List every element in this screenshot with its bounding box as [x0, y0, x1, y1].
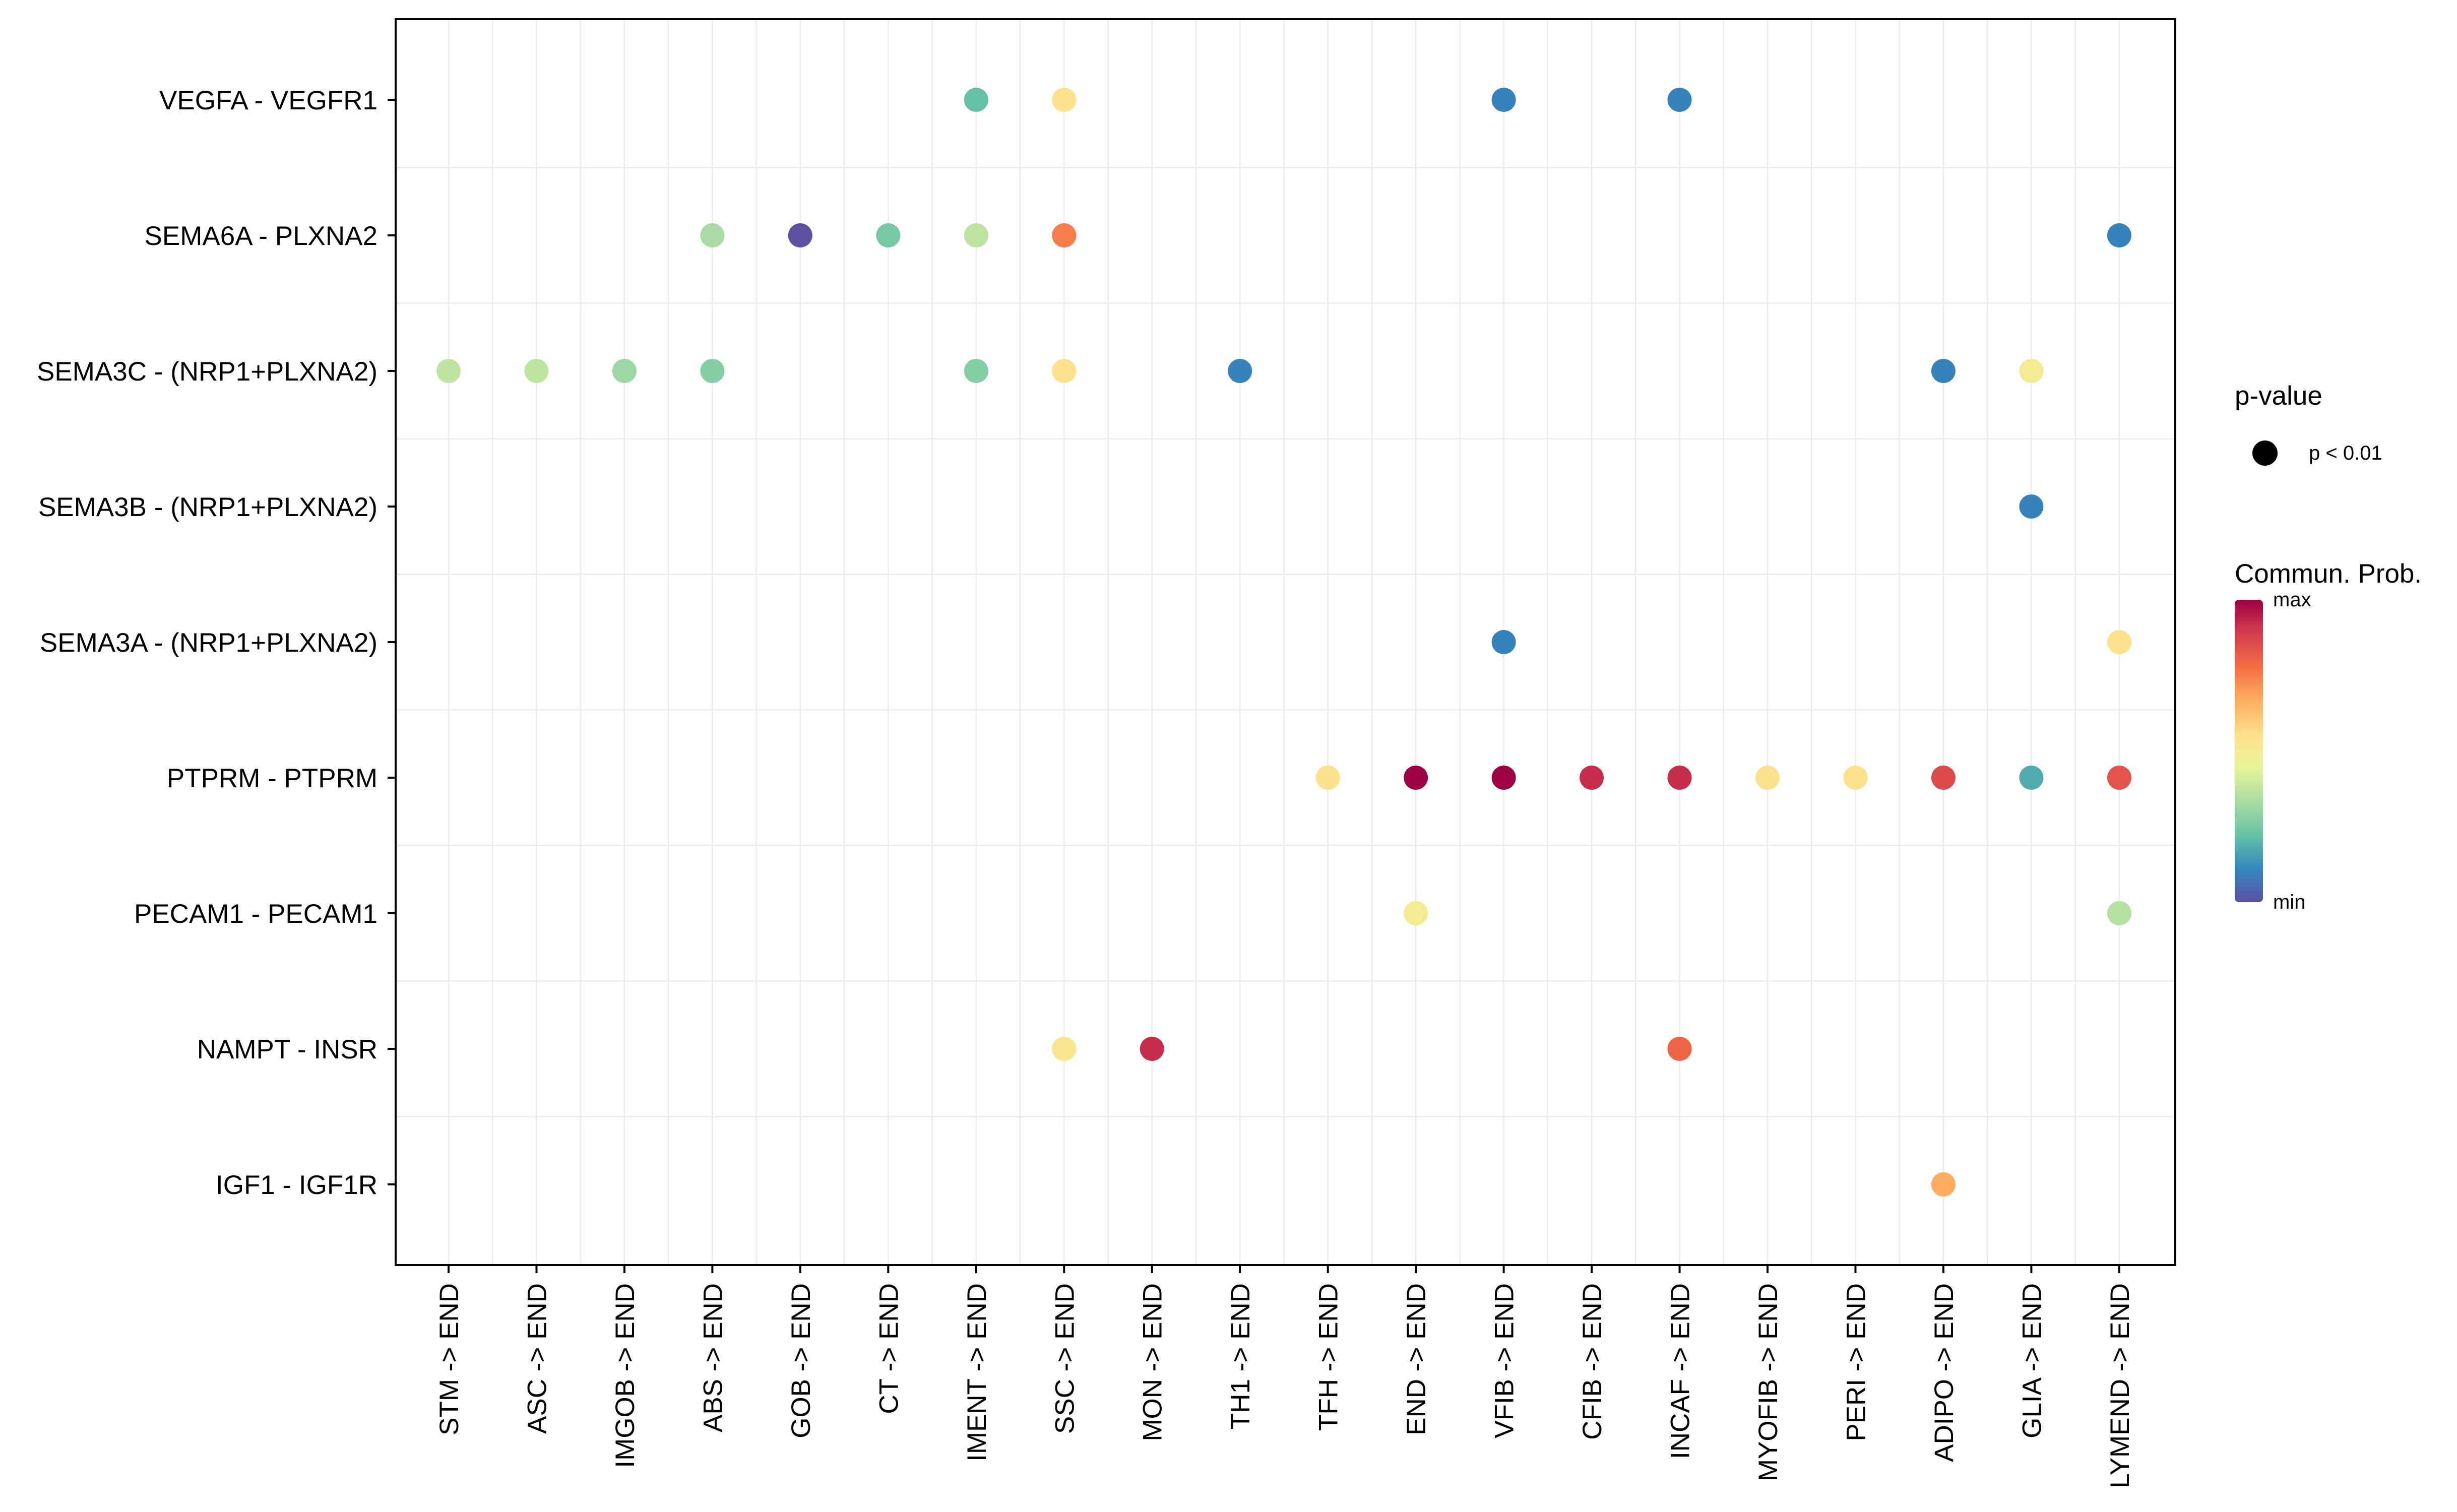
x-tick-label: CFIB -> END [1578, 1283, 1607, 1440]
pvalue-legend-title: p-value [2235, 381, 2322, 411]
x-tick-label: TH1 -> END [1226, 1283, 1255, 1429]
y-axis: VEGFA - VEGFR1 SEMA6A - PLXNA2 SEMA3C - (N… [37, 86, 396, 1200]
data-point [1228, 359, 1252, 383]
x-tick-label: ADIPO -> END [1929, 1283, 1959, 1462]
x-tick-label: INCAF -> END [1666, 1283, 1695, 1459]
data-point [1667, 88, 1692, 112]
data-point [1667, 1037, 1692, 1061]
x-tick-label: IMENT -> END [962, 1283, 992, 1462]
y-tick-label: SEMA3C - (NRP1+PLXNA2) [37, 357, 377, 387]
x-tick-label: END -> END [1402, 1283, 1431, 1435]
x-tick-label: MON -> END [1138, 1283, 1168, 1441]
data-point [964, 223, 988, 247]
x-axis: STM -> END ASC -> END IMGOB -> END ABS -> E… [434, 1265, 2135, 1488]
data-point [1667, 766, 1692, 790]
colorbar-title: Commun. Prob. [2235, 559, 2422, 589]
y-tick-label: SEMA6A - PLXNA2 [145, 221, 377, 251]
x-tick-label: GOB -> END [786, 1283, 816, 1438]
pvalue-legend-entry: p < 0.01 [2309, 442, 2382, 464]
data-point [2107, 766, 2131, 790]
data-point [2019, 359, 2044, 383]
data-point [700, 223, 725, 247]
y-tick-label: SEMA3A - (NRP1+PLXNA2) [40, 628, 377, 658]
data-point [876, 223, 901, 247]
y-tick-label: NAMPT - INSR [197, 1035, 377, 1064]
data-point [1931, 1172, 1956, 1196]
x-tick-label: ASC -> END [522, 1283, 552, 1434]
x-tick-label: CT -> END [874, 1283, 904, 1414]
y-tick-label: PTPRM - PTPRM [167, 764, 377, 793]
y-tick-label: VEGFA - VEGFR1 [159, 86, 377, 115]
data-point [1931, 766, 1956, 790]
x-tick-label: PERI -> END [1841, 1283, 1871, 1441]
data-point [1843, 766, 1868, 790]
y-tick-label: PECAM1 - PECAM1 [134, 899, 377, 929]
data-point [2019, 494, 2044, 519]
data-point [1052, 1037, 1077, 1061]
x-tick-label: LYMEND -> END [2105, 1283, 2135, 1488]
data-point [1931, 359, 1956, 383]
data-point [964, 88, 988, 112]
data-point [1491, 88, 1516, 112]
data-point [788, 223, 812, 247]
x-tick-label: GLIA -> END [2017, 1283, 2047, 1438]
x-tick-label: VFIB -> END [1490, 1283, 1520, 1438]
x-tick-label: SSC -> END [1050, 1283, 1080, 1434]
data-point [2019, 766, 2044, 790]
x-tick-label: ABS -> END [698, 1283, 728, 1432]
data-point [1404, 901, 1428, 925]
data-point [1052, 359, 1077, 383]
data-point [2107, 223, 2131, 247]
x-tick-label: MYOFIB -> END [1753, 1283, 1783, 1481]
pvalue-legend-dot [2252, 440, 2278, 466]
data-point [1404, 766, 1428, 790]
data-point [700, 359, 725, 383]
data-point [436, 359, 461, 383]
data-point [1315, 766, 1340, 790]
colorbar [2235, 600, 2263, 902]
colorbar-min-label: min [2273, 891, 2305, 913]
data-point [524, 359, 549, 383]
colorbar-max-label: max [2273, 589, 2311, 611]
data-point [612, 359, 637, 383]
x-tick-label: STM -> END [434, 1283, 464, 1435]
data-point [1580, 766, 1604, 790]
y-tick-label: IGF1 - IGF1R [216, 1170, 377, 1200]
legend: p-value p < 0.01 Commun. Prob. max min [2235, 381, 2422, 913]
data-point [1052, 88, 1077, 112]
y-tick-label: SEMA3B - (NRP1+PLXNA2) [38, 492, 377, 522]
data-point [2107, 630, 2131, 654]
points-layer [436, 88, 2131, 1196]
data-point [1491, 630, 1516, 654]
data-point [1491, 766, 1516, 790]
data-point [1140, 1037, 1164, 1061]
x-tick-label: TFH -> END [1314, 1283, 1344, 1431]
x-tick-label: IMGOB -> END [610, 1283, 640, 1468]
data-point [1052, 223, 1077, 247]
data-point [2107, 901, 2131, 925]
data-point [1755, 766, 1780, 790]
data-point [964, 359, 988, 383]
